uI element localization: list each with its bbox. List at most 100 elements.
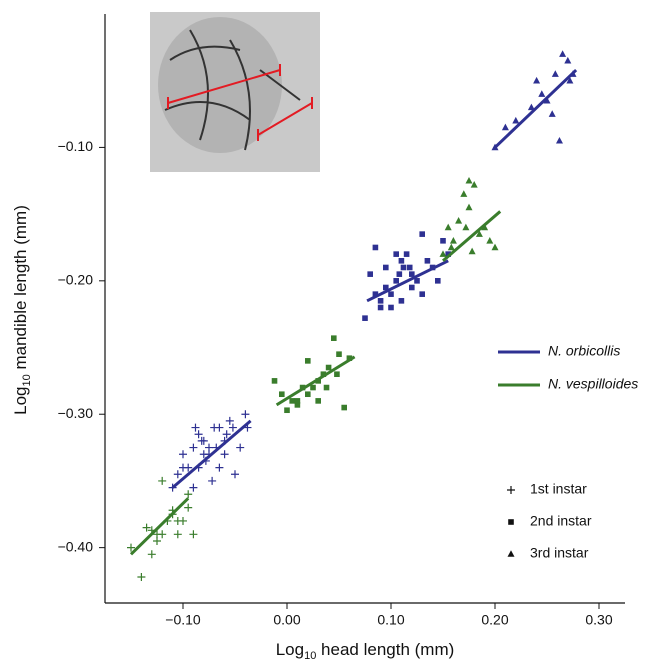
point-plus [189,443,198,452]
point-triangle [455,216,463,224]
point-square [400,264,407,271]
point-triangle [538,90,546,97]
point-square [315,398,321,404]
photo-inset [150,12,320,172]
point-triangle [460,190,468,197]
point-square [393,278,399,284]
point-square [406,264,413,271]
point-square [271,378,278,384]
point-triangle [566,76,574,84]
point-triangle [475,230,483,237]
point-square [403,251,410,257]
point-square [440,237,446,244]
point-square [294,402,301,408]
point-triangle [481,223,489,231]
point-plus [153,530,161,539]
x-tick-label: 0.00 [273,612,300,628]
y-label-sub: 10 [21,374,33,386]
x-tick-label: −0.10 [165,612,201,628]
y-tick-label: −0.20 [58,272,94,288]
point-triangle [439,250,447,257]
x-label-part: Log [276,640,304,659]
point-square [388,304,394,311]
point-square [341,404,347,411]
point-square [398,298,405,304]
point-triangle [470,180,478,188]
point-square [367,271,373,277]
point-triangle [501,123,509,131]
point-plus [205,443,213,452]
point-triangle [465,176,473,184]
legend-label: 3rd instar [530,545,589,561]
point-plus [179,450,187,459]
legend-label: N. vespilloides [548,376,638,392]
point-plus [199,450,208,459]
y-tick-label: −0.10 [58,138,94,154]
point-plus [191,423,200,432]
point-square [372,244,379,251]
point-square [305,358,311,364]
point-square [388,291,394,297]
point-plus [147,550,156,559]
y-tick-label: −0.40 [58,538,94,554]
point-triangle [491,243,499,251]
legend-marker [507,550,515,557]
point-plus [222,430,231,439]
point-plus [137,572,146,581]
fit-line [129,497,190,556]
point-triangle [551,70,559,77]
point-triangle [447,243,455,251]
x-tick-label: 0.10 [377,612,404,628]
point-square [383,284,389,291]
photo-detail [164,29,301,151]
point-triangle [512,116,520,124]
point-square [323,384,330,391]
point-plus [208,476,217,485]
point-triangle [543,96,551,104]
x-tick-label: 0.30 [585,612,612,628]
point-plus [215,423,224,432]
point-square [377,304,384,311]
point-plus [158,476,167,485]
point-plus [153,536,161,545]
point-plus [236,443,245,452]
point-plus [199,436,208,445]
point-square [320,371,327,378]
point-square [305,391,311,398]
point-square [362,315,368,321]
point-plus [179,463,187,472]
point-triangle [548,110,556,117]
fit-line [442,210,502,262]
point-triangle [465,203,473,211]
point-plus [225,416,234,425]
legend-label: 1st instar [530,481,587,497]
point-square [409,271,415,277]
point-triangle [449,236,457,244]
y-label-part: Log [11,387,30,415]
photo-measure [167,64,313,141]
point-triangle [533,76,541,84]
legend-marker [508,519,514,525]
fit-line [171,419,252,489]
point-plus [189,530,198,539]
point-square [393,251,399,257]
point-plus [194,430,203,439]
point-triangle [559,50,567,57]
point-square [336,351,342,357]
y-label-part: mandible length (mm) [11,205,30,374]
legend-label: 2nd instar [530,513,592,529]
point-square [419,291,425,297]
point-square [445,251,451,257]
x-label-part: head length (mm) [316,640,454,659]
point-plus [179,516,187,525]
point-triangle [468,247,476,255]
point-triangle [462,223,470,231]
point-square [325,364,332,371]
point-plus [184,503,193,512]
point-plus [142,523,151,532]
point-square [435,278,441,284]
point-square [377,298,384,304]
point-triangle [486,236,494,244]
